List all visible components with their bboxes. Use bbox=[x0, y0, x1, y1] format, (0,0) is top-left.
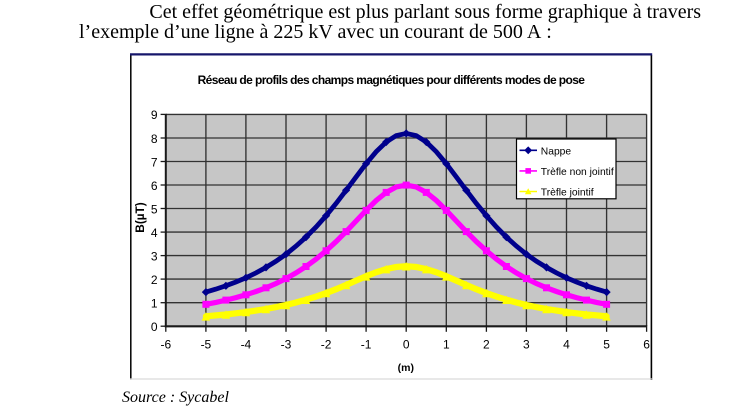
svg-text:9: 9 bbox=[151, 108, 158, 122]
svg-text:7: 7 bbox=[151, 155, 158, 169]
svg-text:1: 1 bbox=[151, 297, 158, 311]
svg-text:Nappe: Nappe bbox=[541, 146, 572, 157]
svg-text:4: 4 bbox=[563, 337, 570, 351]
svg-text:1: 1 bbox=[443, 337, 450, 351]
svg-text:5: 5 bbox=[603, 337, 610, 351]
svg-text:2: 2 bbox=[483, 337, 490, 351]
svg-text:3: 3 bbox=[523, 337, 530, 351]
svg-text:6: 6 bbox=[643, 337, 650, 351]
svg-text:-6: -6 bbox=[160, 337, 171, 351]
svg-text:8: 8 bbox=[151, 132, 158, 146]
svg-text:-2: -2 bbox=[321, 337, 332, 351]
svg-text:Trèfle non jointif: Trèfle non jointif bbox=[541, 167, 614, 178]
svg-text:3: 3 bbox=[151, 249, 158, 263]
svg-text:0: 0 bbox=[151, 320, 158, 334]
svg-text:(m): (m) bbox=[398, 362, 414, 374]
svg-text:2: 2 bbox=[151, 273, 158, 287]
svg-text:-5: -5 bbox=[201, 337, 212, 351]
svg-text:Réseau de profils des champs m: Réseau de profils des champs magnétiques… bbox=[198, 73, 586, 87]
svg-text:0: 0 bbox=[403, 337, 410, 351]
svg-text:6: 6 bbox=[151, 179, 158, 193]
svg-text:5: 5 bbox=[151, 202, 158, 216]
svg-text:Trèfle jointif: Trèfle jointif bbox=[541, 188, 594, 199]
svg-text:-1: -1 bbox=[361, 337, 372, 351]
svg-text:-4: -4 bbox=[241, 337, 252, 351]
svg-text:-3: -3 bbox=[281, 337, 292, 351]
svg-text:4: 4 bbox=[151, 226, 158, 240]
svg-text:B(µT): B(µT) bbox=[133, 202, 147, 232]
